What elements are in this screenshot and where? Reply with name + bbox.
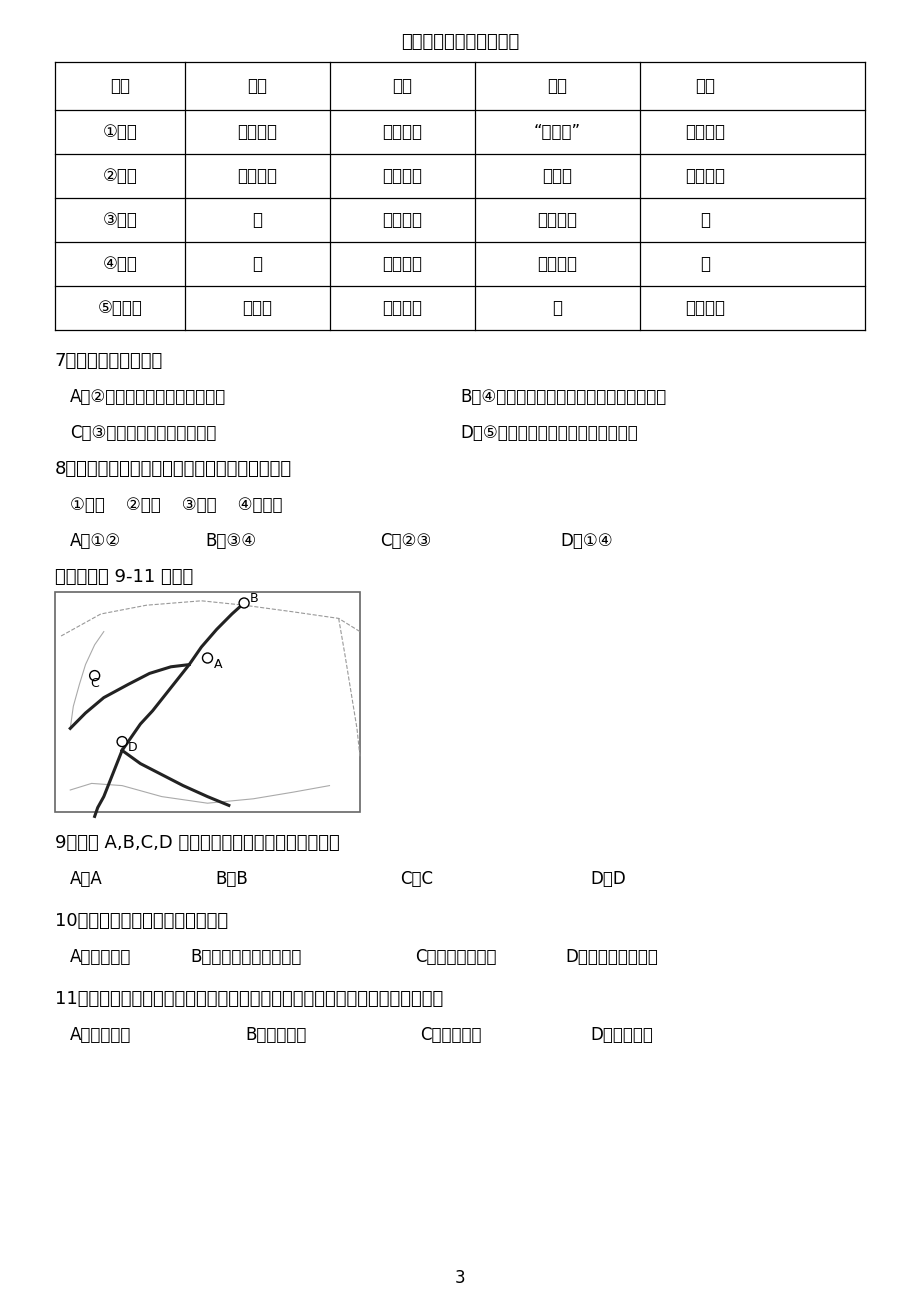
Text: A．有色金属: A．有色金属 [70,948,131,967]
Text: A．铁路运输: A．铁路运输 [70,1026,131,1043]
Text: C．②③: C．②③ [380,532,431,550]
Text: ①鲁菜: ①鲁菜 [102,124,137,141]
Text: D: D [128,742,138,755]
Text: C．③菜系原料以生猛海鲜为主: C．③菜系原料以生猛海鲜为主 [70,424,216,442]
Text: 11．从大庆运输石油到北京燕山石油化工厂进行炼制，应选用的最佳运输方式是: 11．从大庆运输石油到北京燕山石油化工厂进行炼制，应选用的最佳运输方式是 [55,990,443,1008]
Bar [55,592,359,812]
Text: ？: ？ [252,211,262,229]
Text: ②川菜: ②川菜 [102,167,137,185]
Text: C．公路运输: C．公路运输 [420,1026,481,1043]
Text: ？: ？ [699,255,709,273]
Text: 原料: 原料 [247,77,267,95]
Text: C　．石油、钾盐: C ．石油、钾盐 [414,948,496,967]
Text: 菜系与地域文艺风格对比: 菜系与地域文艺风格对比 [401,33,518,51]
Text: 风格: 风格 [694,77,714,95]
Text: “小白菜”: “小白菜” [533,124,581,141]
Text: ？: ？ [699,211,709,229]
Text: A．①②: A．①② [70,532,121,550]
Text: D．⑤菜系源地的文艺特色是长调牧歌: D．⑤菜系源地的文艺特色是长调牧歌 [460,424,637,442]
Text: B．④菜系源地文化风格显现温婉清丽的特点: B．④菜系源地文化风格显现温婉清丽的特点 [460,388,665,406]
Text: D．D: D．D [589,870,625,889]
Text: A．A: A．A [70,870,103,889]
Text: B．③④: B．③④ [205,532,255,550]
Text: 竹枝词: 竹枝词 [542,167,572,185]
Text: 菜系: 菜系 [110,77,130,95]
Text: 坦荡远犷: 坦荡远犷 [685,299,724,317]
Text: 排场壮观: 排场壮观 [382,124,422,141]
Text: 10．京津唐地区资源丰富，主要有: 10．京津唐地区资源丰富，主要有 [55,912,228,930]
Circle shape [202,653,212,664]
Text: 浑厚深沉: 浑厚深沉 [685,124,724,141]
Text: D．管道运输: D．管道运输 [589,1026,652,1043]
Text: C．C: C．C [400,870,433,889]
Text: 读图，回答 9-11 小题：: 读图，回答 9-11 小题： [55,569,193,585]
Text: ④粤菜: ④粤菜 [102,255,137,273]
Text: 吴侬民歌: 吴侬民歌 [537,211,577,229]
Text: 8．下列人文景观对自然环境具有明确指示性的是: 8．下列人文景观对自然环境具有明确指示性的是 [55,461,292,477]
Text: 7．以下判断正确的是: 7．以下判断正确的是 [55,353,163,369]
Text: B　．铁矿、石油、海盐: B ．铁矿、石油、海盐 [190,948,301,967]
Text: 华丽奇特: 华丽奇特 [382,255,422,273]
Text: D　．海盐、锰结核: D ．海盐、锰结核 [564,948,657,967]
Text: 文艺: 文艺 [547,77,567,95]
Text: D．①④: D．①④ [560,532,612,550]
Text: ⑤蒙古菜: ⑤蒙古菜 [97,299,142,317]
Text: 广东音乐: 广东音乐 [537,255,577,273]
Text: 清淡平和: 清淡平和 [382,211,422,229]
Text: 畜禽珍异: 畜禽珍异 [237,124,278,141]
Text: A: A [213,657,221,670]
Text: 新巧灵秀: 新巧灵秀 [685,167,724,185]
Text: B．航空运输: B．航空运输 [244,1026,306,1043]
Text: ？: ？ [552,299,562,317]
Text: 3: 3 [454,1268,465,1287]
Text: ？: ？ [252,255,262,273]
Circle shape [239,598,249,608]
Text: 灵巧多样: 灵巧多样 [382,167,422,185]
Text: 土产山珍: 土产山珍 [237,167,278,185]
Circle shape [117,736,127,747]
Text: A．②菜系以清淡酸甜为主要特点: A．②菜系以清淡酸甜为主要特点 [70,388,226,406]
Text: B: B [250,592,258,605]
Text: ①梯田    ②菜系    ③戏曲    ④水电站: ①梯田 ②菜系 ③戏曲 ④水电站 [70,496,282,514]
Text: C: C [91,677,99,690]
Text: 牛马羊: 牛马羊 [243,299,272,317]
Text: 9．图中 A,B,C,D 四个工业中心，以造船业著称的是: 9．图中 A,B,C,D 四个工业中心，以造船业著称的是 [55,834,339,852]
Circle shape [89,670,99,680]
Text: 烹调: 烹调 [392,77,412,95]
Text: B．B: B．B [215,870,247,889]
Text: 质朴浓烈: 质朴浓烈 [382,299,422,317]
Text: ③苏菜: ③苏菜 [102,211,137,229]
